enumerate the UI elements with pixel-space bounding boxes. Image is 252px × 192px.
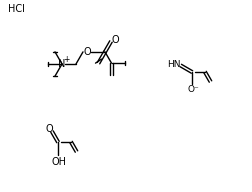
Text: N: N [58,59,66,69]
Text: OH: OH [51,157,67,167]
Text: O: O [83,47,91,57]
Text: O: O [45,124,53,134]
Text: O⁻: O⁻ [187,85,199,94]
Text: HCl: HCl [8,4,25,14]
Text: +: + [63,55,70,65]
Text: HN: HN [167,60,180,69]
Text: O: O [111,36,119,46]
